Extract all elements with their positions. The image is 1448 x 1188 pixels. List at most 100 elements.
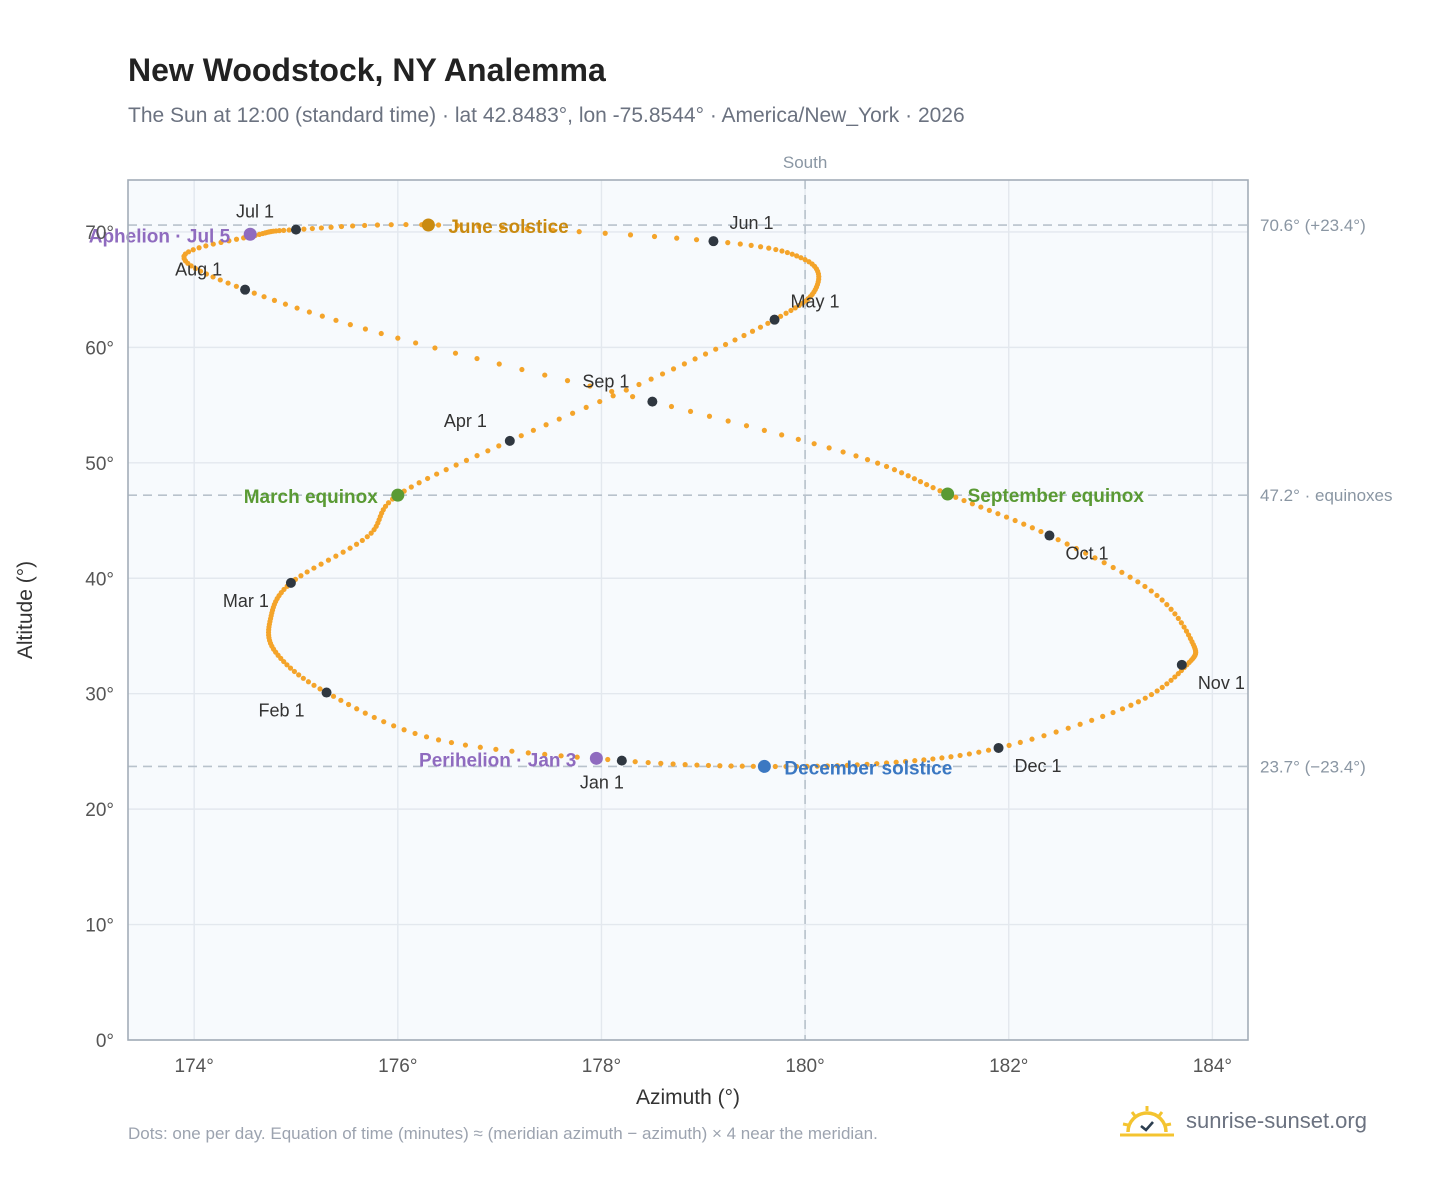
analemma-day-dot (543, 422, 549, 428)
month-marker-label: Oct 1 (1065, 544, 1108, 564)
reference-line-label: 23.7° (−23.4°) (1260, 757, 1366, 776)
analemma-day-dot (610, 393, 616, 399)
event-marker-dot (243, 227, 257, 241)
analemma-day-dot (693, 237, 700, 243)
analemma-day-dot (844, 762, 850, 768)
month-marker-dot (504, 435, 515, 446)
analemma-day-dot (378, 330, 384, 337)
analemma-day-dot (811, 441, 817, 447)
analemma-day-dot (300, 675, 306, 681)
analemma-day-dot (1175, 615, 1181, 621)
analemma-day-dot (233, 236, 240, 242)
analemma-day-dot (632, 759, 638, 765)
analemma-day-dot (271, 297, 278, 303)
y-tick-label: 20° (85, 800, 114, 821)
analemma-day-dot (772, 763, 778, 770)
analemma-day-dot (732, 337, 738, 343)
analemma-day-dot (765, 320, 771, 326)
analemma-day-dot (542, 751, 548, 757)
analemma-day-dot (217, 277, 223, 283)
analemma-day-dot (792, 305, 798, 311)
analemma-day-dot (425, 475, 431, 482)
analemma-day-dot (1183, 628, 1190, 634)
analemma-day-dot (382, 503, 389, 509)
analemma-day-dot (413, 340, 419, 346)
analemma-day-dot (659, 371, 666, 377)
analemma-day-dot (930, 485, 936, 491)
analemma-day-dot (853, 453, 859, 459)
x-axis-label: Azimuth (°) (636, 1086, 740, 1109)
analemma-day-dot (1168, 677, 1174, 683)
analemma-day-dot (795, 436, 801, 442)
month-marker-dot (1176, 659, 1187, 670)
analemma-day-dot (381, 719, 387, 725)
analemma-day-dot (1012, 517, 1018, 524)
y-tick-label: 10° (85, 916, 114, 937)
analemma-day-dot (317, 686, 323, 692)
chart-subtitle: The Sun at 12:00 (standard time) · lat 4… (128, 104, 965, 127)
analemma-day-dot (939, 755, 945, 761)
analemma-day-dot (1006, 742, 1012, 748)
analemma-day-dot (875, 460, 881, 466)
analemma-day-dot (518, 433, 524, 439)
reference-line-label: 47.2° · equinoxes (1260, 486, 1393, 505)
analemma-day-dot (757, 324, 764, 330)
analemma-day-dot (1073, 545, 1079, 552)
analemma-day-dot (1038, 528, 1044, 535)
analemma-day-dot (454, 223, 461, 229)
analemma-day-dot (190, 247, 196, 253)
analemma-day-dot (196, 245, 202, 251)
analemma-day-dot (412, 730, 418, 737)
analemma-day-dot (423, 734, 430, 740)
analemma-day-dot (1017, 739, 1023, 746)
meridian-label: South (783, 153, 827, 172)
event-marker-dot (421, 218, 435, 232)
analemma-day-dot (359, 537, 365, 544)
analemma-day-dot (328, 224, 334, 230)
analemma-day-dot (630, 394, 636, 400)
analemma-day-dot (636, 381, 642, 388)
analemma-day-dot (766, 245, 772, 251)
analemma-day-dot (692, 356, 698, 362)
month-marker-label: Mar 1 (223, 591, 269, 611)
analemma-day-dot (282, 301, 289, 307)
analemma-day-dot (705, 762, 712, 769)
analemma-day-dot (651, 233, 658, 240)
analemma-day-dot (188, 263, 194, 269)
analemma-day-dot (1142, 583, 1148, 590)
analemma-day-dot (1053, 729, 1059, 735)
month-markers: Jan 1 Feb 1 Mar 1 Apr 1 May 1 Jun 1 Jul 1 Aug 1… (175, 202, 1245, 793)
analemma-day-dot (899, 470, 905, 476)
analemma-day-dot (564, 378, 571, 384)
month-marker-dot (993, 742, 1004, 753)
month-marker-dot (616, 755, 627, 766)
analemma-day-dot (509, 748, 515, 754)
y-tick-label: 0° (96, 1031, 114, 1052)
analemma-day-dot (874, 761, 880, 767)
analemma-day-dot (368, 530, 374, 536)
analemma-day-dot (203, 243, 209, 249)
month-marker-label: Jun 1 (729, 213, 773, 233)
analemma-day-dot (485, 448, 491, 454)
analemma-day-dot (1003, 514, 1010, 520)
y-tick-label: 50° (85, 454, 114, 475)
analemma-day-dot (779, 432, 785, 438)
event-marker-dot (941, 487, 955, 501)
analemma-day-dot (286, 227, 292, 233)
brand-name: sunrise-sunset.org (1186, 1108, 1367, 1133)
analemma-day-dot (1159, 597, 1165, 603)
analemma-day-dot (408, 484, 414, 490)
analemma-day-dot (1029, 525, 1035, 531)
analemma-day-dot (311, 682, 317, 688)
analemma-day-dot (948, 754, 954, 760)
analemma-day-dot (1135, 579, 1141, 585)
analemma-day-dot (452, 350, 459, 356)
analemma-day-dot (1178, 620, 1184, 626)
analemma-day-dot (350, 223, 356, 229)
analemma-day-dot (1119, 706, 1126, 712)
analemma-day-dot (309, 225, 315, 232)
analemma-day-dot (347, 545, 353, 551)
analemma-day-dot (347, 322, 353, 328)
analemma-day-dot (432, 345, 438, 351)
